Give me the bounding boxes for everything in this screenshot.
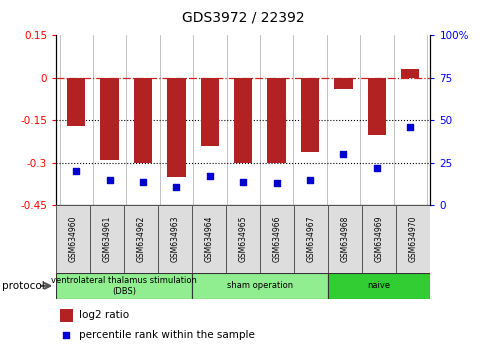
Point [272,181,280,186]
Bar [294,205,327,273]
Text: sham operation: sham operation [227,281,293,290]
Bar [67,78,85,126]
Bar [158,205,192,273]
Bar [192,273,327,299]
Text: percentile rank within the sample: percentile rank within the sample [79,330,254,339]
Text: GDS3972 / 22392: GDS3972 / 22392 [182,11,304,25]
Bar [167,78,185,177]
Bar [200,78,219,146]
Bar [101,78,119,160]
Bar [124,205,158,273]
Point [372,165,380,171]
Text: GSM634965: GSM634965 [238,216,247,262]
Point [139,179,147,184]
Bar [395,205,429,273]
Point [61,332,69,337]
Text: GSM634962: GSM634962 [137,216,145,262]
Bar [400,69,419,78]
Bar [362,205,395,273]
Bar [134,78,152,163]
Text: GSM634967: GSM634967 [306,216,315,262]
Text: protocol: protocol [2,281,45,291]
Bar [267,78,285,163]
Bar [226,205,260,273]
Text: naive: naive [367,281,390,290]
Text: ventrolateral thalamus stimulation
(DBS): ventrolateral thalamus stimulation (DBS) [51,276,197,296]
Text: GSM634969: GSM634969 [374,216,383,262]
Text: GSM634966: GSM634966 [272,216,281,262]
Point [205,173,213,179]
Bar [327,273,429,299]
Bar [367,78,385,135]
Point [305,177,313,183]
Point [172,184,180,189]
Point [105,177,113,183]
Text: log2 ratio: log2 ratio [79,310,128,320]
Bar [334,78,352,89]
Bar [300,78,319,152]
Text: GSM634968: GSM634968 [340,216,349,262]
Text: GSM634961: GSM634961 [102,216,112,262]
Text: GSM634963: GSM634963 [170,216,180,262]
Bar [327,205,362,273]
Bar [56,273,192,299]
Point [72,169,80,174]
Bar [90,205,124,273]
Point [239,179,246,184]
Bar [192,205,226,273]
Bar [234,78,252,163]
Text: GSM634964: GSM634964 [204,216,213,262]
Bar [260,205,294,273]
Text: GSM634960: GSM634960 [69,216,78,262]
Bar [56,205,90,273]
Point [339,152,346,157]
Point [406,124,413,130]
Text: GSM634970: GSM634970 [408,216,417,262]
Bar [60,309,73,322]
